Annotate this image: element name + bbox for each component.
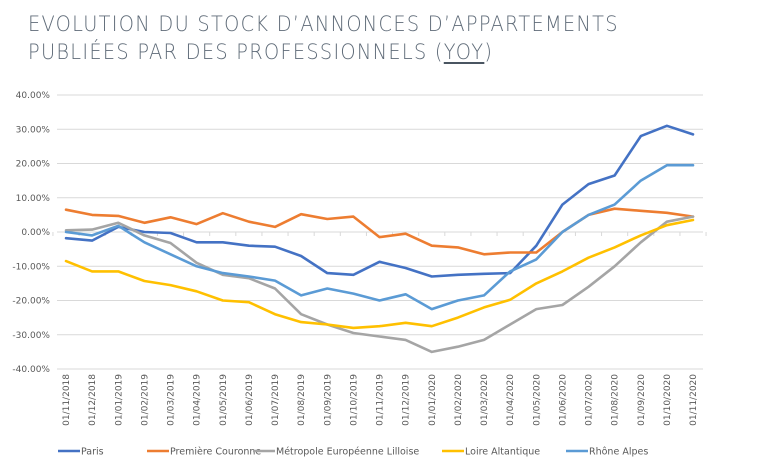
- chart-title-line-1: EVOLUTION DU STOCK D’ANNONCES D’APPARTEM…: [28, 12, 619, 36]
- legend-item: Métropole Européenne Lilloise: [253, 447, 419, 458]
- legend-label: Première Couronne: [170, 447, 261, 458]
- x-tick-label: 01/07/2020: [585, 374, 595, 426]
- y-tick-label: 40.00%: [16, 91, 51, 101]
- legend: Paris Première Couronne Métropole Européen…: [58, 447, 648, 458]
- chart-title: EVOLUTION DU STOCK D’ANNONCES D’APPARTEM…: [28, 10, 670, 66]
- legend-item: Rhône Alpes: [566, 447, 648, 458]
- y-tick-label: -30.00%: [12, 331, 50, 341]
- y-tick-label: 30.00%: [16, 125, 51, 135]
- x-tick-label: 01/10/2019: [349, 374, 359, 426]
- y-axis-ticks: 40.00% 30.00% 20.00% 10.00% 0.00% -10.00% -20.…: [12, 91, 50, 375]
- x-tick-label: 01/05/2019: [219, 374, 229, 426]
- x-tick-label: 01/06/2020: [558, 374, 568, 426]
- legend-label: Rhône Alpes: [589, 447, 648, 458]
- x-tick-label: 01/10/2020: [663, 374, 673, 426]
- legend-item: Première Couronne: [147, 447, 261, 458]
- x-axis-ticks: 01/11/2018 01/12/2018 01/01/2019 01/02/2019…: [52, 232, 707, 426]
- x-tick-label: 01/08/2019: [297, 374, 307, 426]
- legend-item: Paris: [58, 447, 104, 458]
- x-tick-label: 01/11/2020: [689, 374, 699, 426]
- y-tick-label: -40.00%: [12, 365, 50, 375]
- x-tick-label: 01/08/2020: [611, 374, 621, 426]
- x-tick-label: 01/07/2019: [271, 374, 281, 426]
- x-tick-label: 01/03/2020: [480, 374, 490, 426]
- legend-label: Loire Altantique: [465, 447, 540, 458]
- y-tick-label: 10.00%: [16, 194, 51, 204]
- x-tick-label: 01/02/2020: [454, 374, 464, 426]
- x-tick-label: 01/05/2020: [532, 374, 542, 426]
- x-tick-label: 01/01/2019: [114, 374, 124, 426]
- legend-label: Paris: [81, 447, 104, 458]
- series-lines: [64, 124, 695, 354]
- x-tick-label: 01/11/2018: [62, 374, 72, 426]
- x-tick-label: 01/03/2019: [167, 374, 177, 426]
- x-tick-label: 01/12/2018: [88, 374, 98, 426]
- x-tick-label: 01/09/2020: [637, 374, 647, 426]
- y-tick-label: 20.00%: [16, 160, 51, 170]
- x-tick-label: 01/12/2019: [402, 374, 412, 426]
- legend-label: Métropole Européenne Lilloise: [276, 447, 419, 458]
- x-tick-label: 01/09/2019: [323, 374, 333, 426]
- x-tick-label: 01/01/2020: [428, 374, 438, 426]
- y-tick-label: -10.00%: [12, 262, 50, 272]
- legend-item: Loire Altantique: [442, 447, 540, 458]
- y-tick-label: 0.00%: [21, 228, 50, 238]
- x-tick-label: 01/04/2019: [193, 374, 203, 426]
- title-prefix: PUBLIÉES PAR DES PROFESSIONNELS (: [28, 40, 444, 64]
- x-tick-label: 01/06/2019: [245, 374, 255, 426]
- x-tick-label: 01/02/2019: [140, 374, 150, 426]
- chart-title-line-2: PUBLIÉES PAR DES PROFESSIONNELS (YOY): [28, 38, 619, 66]
- yoy-link[interactable]: YOY: [443, 40, 485, 64]
- x-tick-label: 01/11/2019: [376, 374, 386, 426]
- x-tick-label: 01/04/2020: [506, 374, 516, 426]
- title-suffix: ): [484, 40, 494, 64]
- y-tick-label: -20.00%: [12, 297, 50, 307]
